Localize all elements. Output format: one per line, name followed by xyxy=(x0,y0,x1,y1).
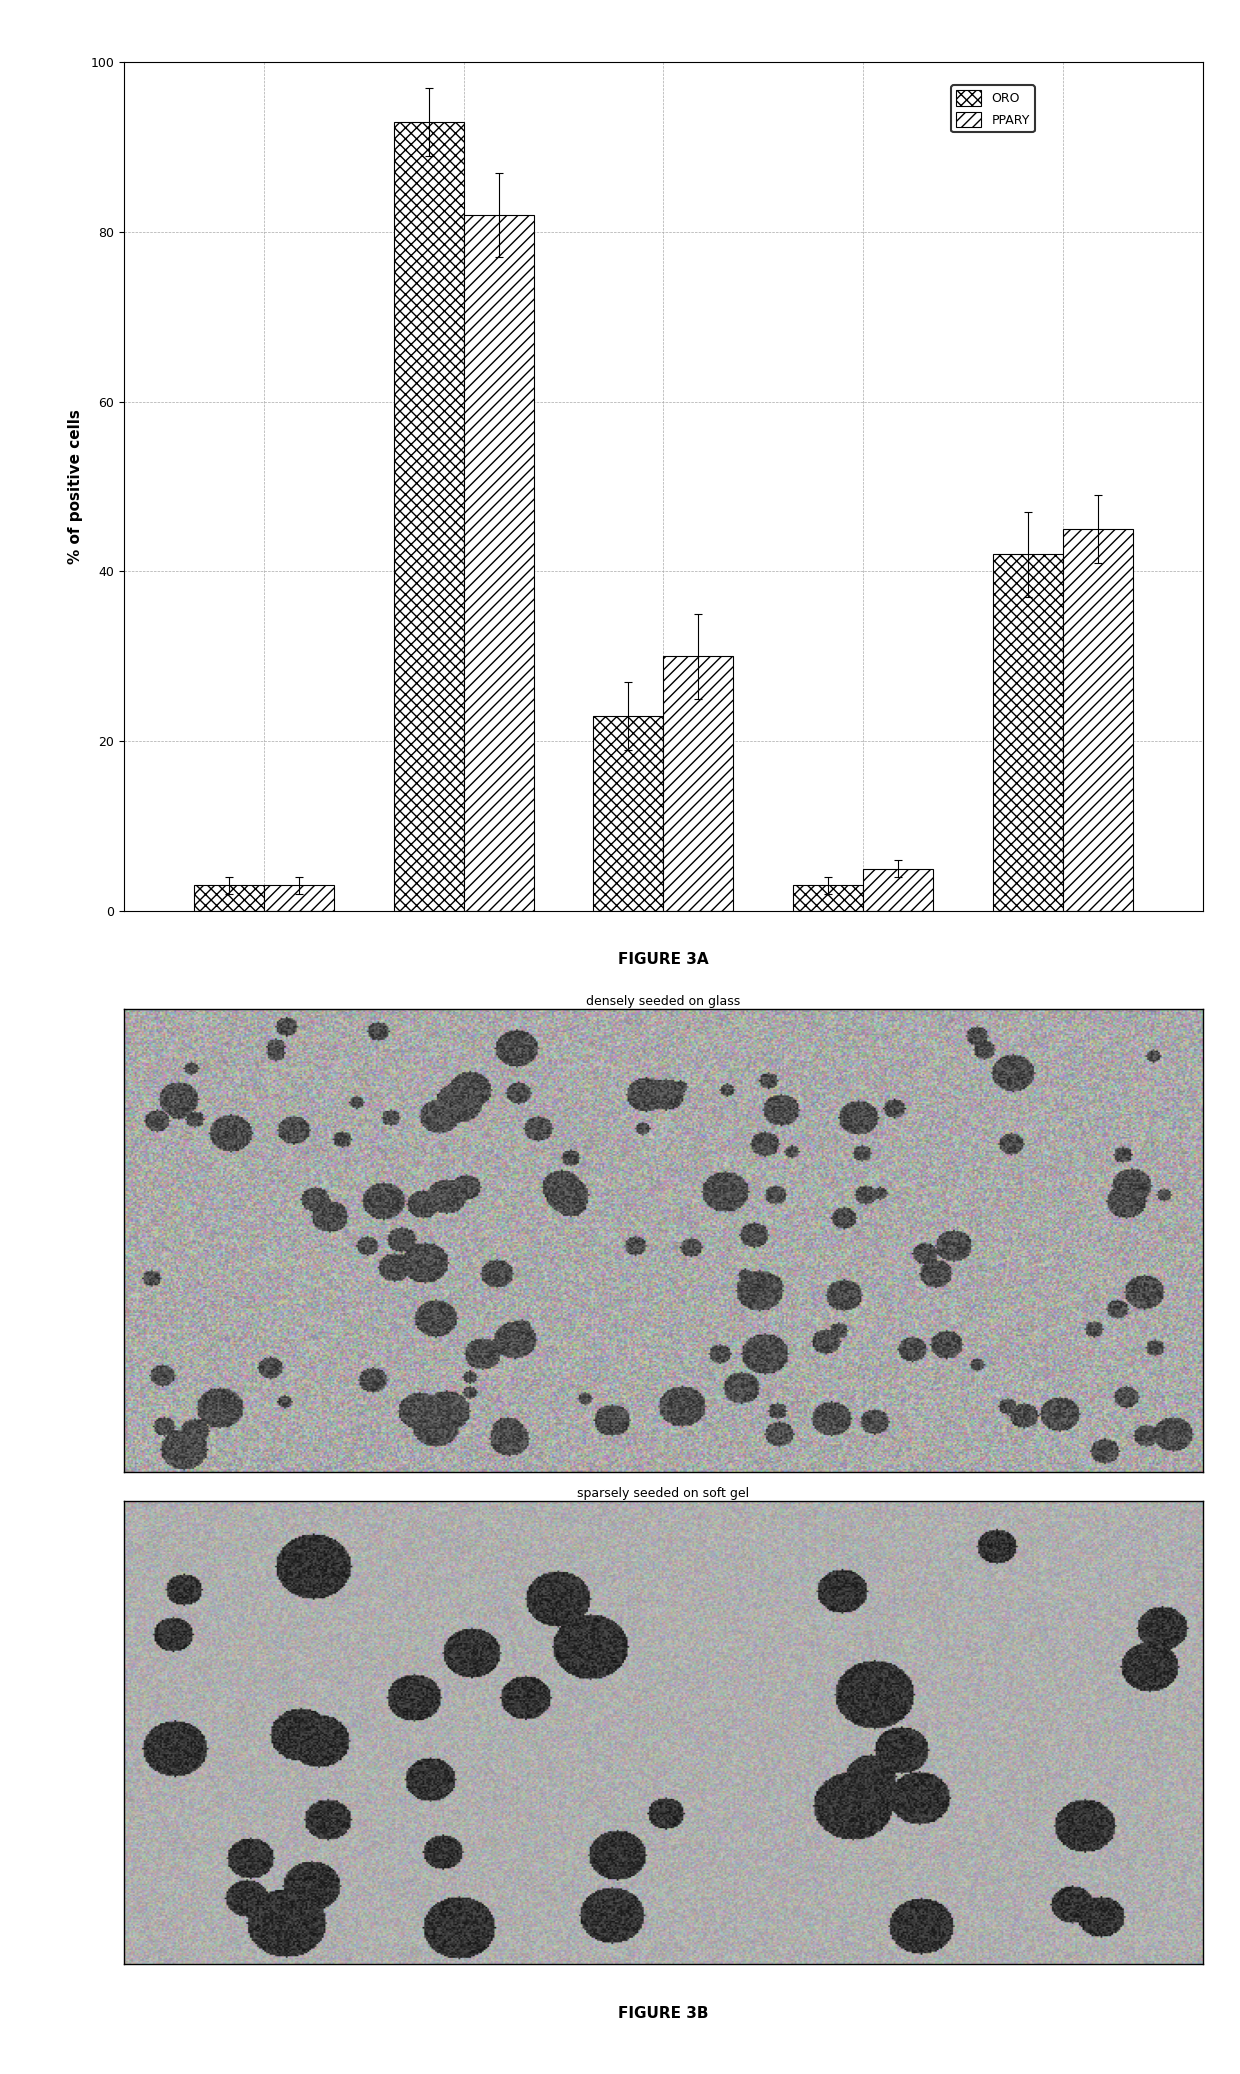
Title: sparsely seeded on soft gel: sparsely seeded on soft gel xyxy=(578,1487,749,1500)
Text: confluent: confluent xyxy=(1030,1132,1096,1145)
Bar xyxy=(393,122,464,910)
Text: FIGURE 3B: FIGURE 3B xyxy=(619,2006,708,2020)
Legend: ORO, PPARY: ORO, PPARY xyxy=(951,85,1034,133)
Text: (+): (+) xyxy=(453,1217,475,1230)
Bar xyxy=(794,886,863,910)
Text: induction: induction xyxy=(128,1217,192,1230)
Title: densely seeded on glass: densely seeded on glass xyxy=(587,996,740,1008)
Text: (-): (-) xyxy=(255,1217,272,1230)
Text: (+): (+) xyxy=(652,1217,675,1230)
Bar xyxy=(993,554,1063,910)
Bar xyxy=(1063,529,1133,910)
Text: soft gel: soft gel xyxy=(339,1056,389,1070)
Bar xyxy=(464,216,533,910)
Text: glass: glass xyxy=(945,1056,981,1070)
Text: FIGURE 3A: FIGURE 3A xyxy=(618,952,709,966)
Text: sparse: sparse xyxy=(841,1132,887,1145)
Bar xyxy=(594,716,663,910)
Bar xyxy=(663,655,733,910)
Bar xyxy=(264,886,334,910)
Text: (+): (+) xyxy=(852,1217,874,1230)
Y-axis label: % of positive cells: % of positive cells xyxy=(68,409,83,564)
Text: (+): (+) xyxy=(1052,1217,1074,1230)
Text: stiff gel: stiff gel xyxy=(637,1056,689,1070)
Bar xyxy=(863,869,932,910)
Bar xyxy=(193,886,264,910)
